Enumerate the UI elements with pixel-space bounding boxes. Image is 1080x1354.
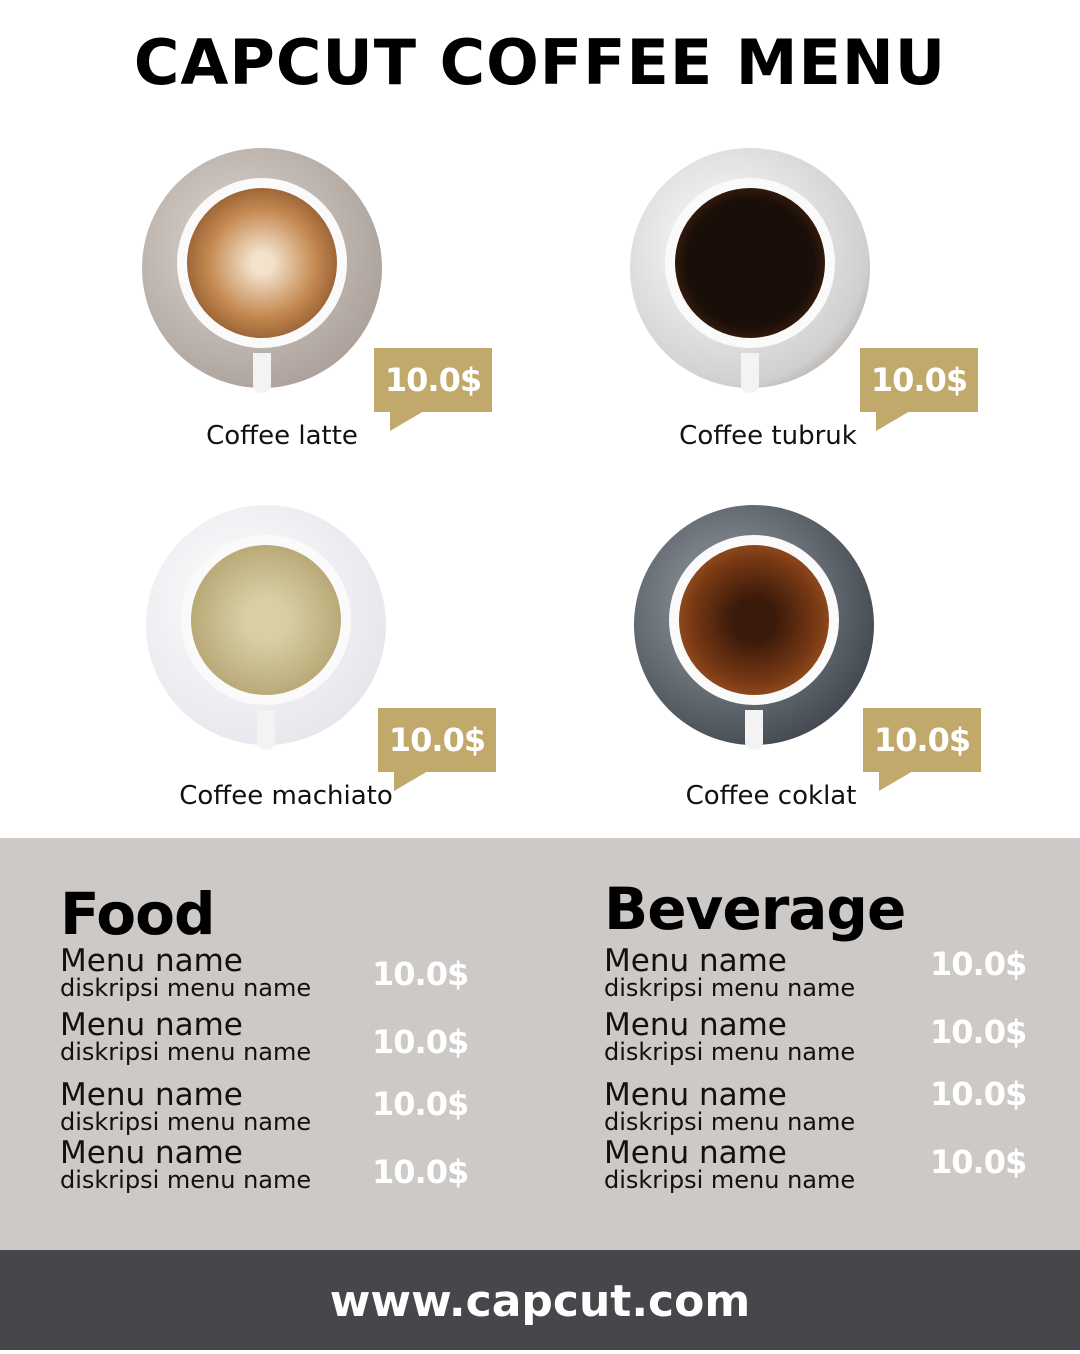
beverage-item: Menu name diskripsi menu name xyxy=(604,1077,856,1136)
food-price: 10.0$ xyxy=(372,955,469,993)
food-price: 10.0$ xyxy=(372,1085,469,1123)
coffee-tubruk-image xyxy=(630,148,870,393)
food-price: 10.0$ xyxy=(372,1023,469,1061)
product-name: Coffee latte xyxy=(206,421,358,451)
product-name: Coffee tubruk xyxy=(679,421,857,451)
beverage-item: Menu name diskripsi menu name xyxy=(604,1135,856,1194)
coffee-machiato-image xyxy=(146,505,386,750)
item-desc: diskripsi menu name xyxy=(60,1108,312,1136)
food-item: Menu name diskripsi menu name xyxy=(60,1007,312,1066)
beverage-price: 10.0$ xyxy=(930,1143,1027,1181)
item-name: Menu name xyxy=(60,1007,243,1043)
food-item: Menu name diskripsi menu name xyxy=(60,1135,312,1194)
price-tag: 10.0$ xyxy=(863,708,981,791)
coffee-latte-image xyxy=(142,148,382,393)
beverage-heading: Beverage xyxy=(604,875,906,943)
food-item: Menu name diskripsi menu name xyxy=(60,943,312,1002)
page-title: CAPCUT COFFEE MENU xyxy=(133,26,947,99)
coffee-coklat-image xyxy=(634,505,874,750)
item-name: Menu name xyxy=(604,1077,787,1113)
item-name: Menu name xyxy=(60,1077,243,1113)
food-heading: Food xyxy=(60,880,215,948)
item-name: Menu name xyxy=(60,943,243,979)
price-tag: 10.0$ xyxy=(374,348,492,431)
product-name: Coffee machiato xyxy=(179,781,393,811)
price-tag: 10.0$ xyxy=(378,708,496,791)
item-desc: diskripsi menu name xyxy=(60,1166,312,1194)
beverage-item: Menu name diskripsi menu name xyxy=(604,943,856,1002)
price-tag: 10.0$ xyxy=(860,348,978,431)
item-name: Menu name xyxy=(604,1135,787,1171)
food-price: 10.0$ xyxy=(372,1153,469,1191)
item-desc: diskripsi menu name xyxy=(60,974,312,1002)
item-desc: diskripsi menu name xyxy=(604,1166,856,1194)
item-desc: diskripsi menu name xyxy=(604,974,856,1002)
product-name: Coffee coklat xyxy=(685,781,857,811)
item-name: Menu name xyxy=(604,943,787,979)
beverage-price: 10.0$ xyxy=(930,1075,1027,1113)
menu-panel xyxy=(0,838,1080,1250)
item-name: Menu name xyxy=(604,1007,787,1043)
footer-website: www.capcut.com xyxy=(0,1250,1080,1350)
item-desc: diskripsi menu name xyxy=(60,1038,312,1066)
item-name: Menu name xyxy=(60,1135,243,1171)
beverage-price: 10.0$ xyxy=(930,945,1027,983)
item-desc: diskripsi menu name xyxy=(604,1038,856,1066)
beverage-item: Menu name diskripsi menu name xyxy=(604,1007,856,1066)
item-desc: diskripsi menu name xyxy=(604,1108,856,1136)
beverage-price: 10.0$ xyxy=(930,1013,1027,1051)
food-item: Menu name diskripsi menu name xyxy=(60,1077,312,1136)
